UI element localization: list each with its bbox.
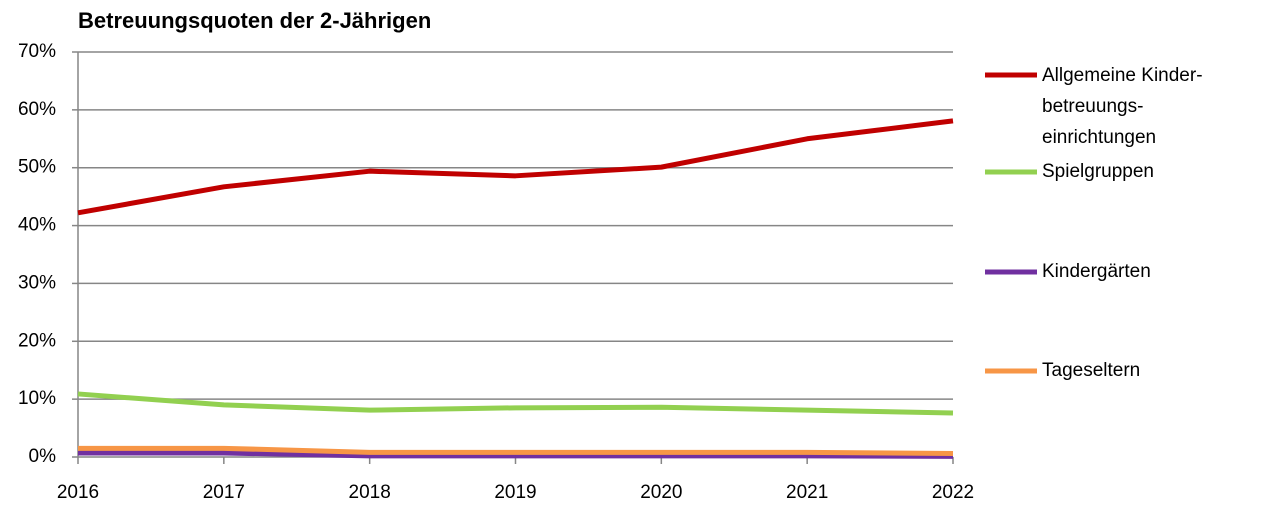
y-tick-label: 60%: [18, 99, 56, 120]
y-tick-label: 40%: [18, 215, 56, 236]
series-line: [78, 445, 954, 457]
legend-label: Spielgruppen: [1042, 161, 1154, 182]
y-tick-label: 70%: [18, 41, 56, 62]
x-tick-label: 2019: [494, 482, 536, 503]
x-tick-label: 2020: [640, 482, 682, 503]
y-tick-label: 50%: [18, 157, 56, 178]
x-tick-label: 2018: [349, 482, 391, 503]
y-tick-label: 30%: [18, 272, 56, 293]
x-tick-label: 2022: [932, 482, 974, 503]
x-tick-label: 2016: [57, 482, 99, 503]
series-line: [78, 450, 954, 459]
y-tick-label: 10%: [18, 388, 56, 409]
series-line: [77, 118, 954, 216]
legend-label: Tageseltern: [1042, 360, 1141, 381]
chart-title: Betreuungsquoten der 2-Jährigen: [78, 8, 431, 33]
x-tick-label: 2021: [786, 482, 828, 503]
series-line: [77, 391, 954, 416]
y-tick-label: 20%: [18, 330, 56, 351]
x-tick-label: 2017: [203, 482, 245, 503]
y-tick-label: 0%: [29, 446, 57, 467]
legend-label: Kindergärten: [1042, 261, 1151, 282]
legend-label: Allgemeine Kinder-betreuungs-einrichtung…: [1042, 65, 1203, 148]
